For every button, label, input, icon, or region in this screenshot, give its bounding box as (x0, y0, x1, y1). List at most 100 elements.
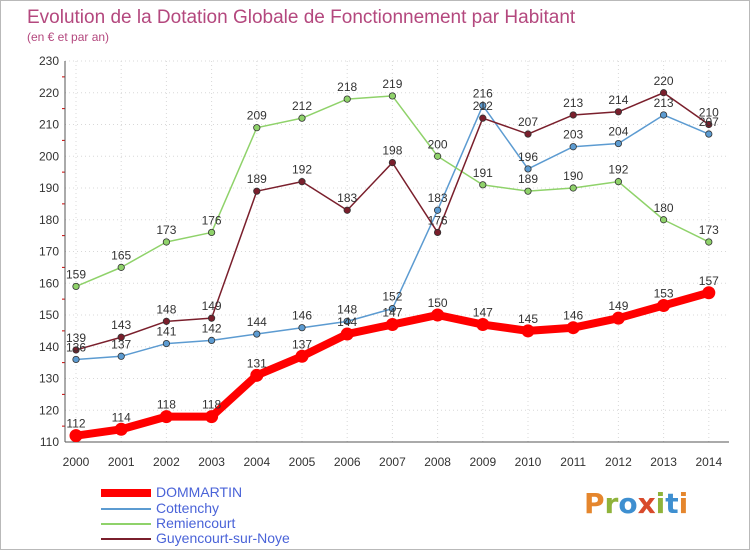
data-point-guyencourt-sur-noye (388, 159, 396, 167)
data-label-cottenchy: 207 (699, 115, 719, 129)
data-label-cottenchy: 196 (518, 150, 538, 164)
data-point-remiencourt (253, 124, 261, 132)
data-point-cottenchy (388, 305, 396, 313)
data-label-remiencourt: 176 (202, 213, 222, 227)
y-tick-label: 110 (40, 435, 59, 449)
data-point-remiencourt (524, 187, 532, 195)
x-tick-label: 2002 (153, 455, 180, 469)
data-label-dommartin: 114 (112, 410, 131, 424)
data-label-dommartin: 131 (247, 356, 267, 370)
y-tick-label: 220 (39, 86, 59, 100)
data-label-guyencourt-sur-noye: 213 (563, 96, 583, 110)
data-label-dommartin: 153 (654, 286, 674, 300)
data-label-guyencourt-sur-noye: 148 (156, 302, 176, 316)
data-label-guyencourt-sur-noye: 220 (654, 74, 674, 88)
y-tick-label: 180 (39, 213, 59, 227)
data-point-guyencourt-sur-noye (162, 317, 170, 325)
data-point-cottenchy (659, 111, 668, 119)
x-tick-label: 2005 (289, 455, 316, 469)
legend-label-remiencourt: Remiencourt (156, 515, 236, 531)
data-point-cottenchy (343, 317, 351, 325)
data-point-cottenchy (479, 101, 487, 110)
data-label-guyencourt-sur-noye: 189 (247, 172, 267, 186)
data-point-cottenchy (524, 165, 532, 173)
chart-subtitle: (en € et par an) (27, 30, 110, 44)
data-label-dommartin: 147 (473, 306, 493, 320)
legend-label-cottenchy: Cottenchy (156, 500, 220, 516)
data-point-remiencourt (117, 263, 125, 271)
data-label-guyencourt-sur-noye: 183 (337, 191, 357, 205)
data-point-dommartin (205, 410, 219, 424)
data-point-cottenchy (162, 339, 170, 348)
x-tick-label: 2010 (515, 455, 542, 469)
data-point-dommartin (250, 368, 264, 382)
y-tick-label: 130 (39, 372, 59, 386)
legend-item-guyencourt: Guyencourt-sur-Noye (101, 530, 421, 547)
data-label-dommartin: 157 (699, 274, 719, 288)
data-label-guyencourt-sur-noye: 210 (699, 106, 719, 120)
data-label-guyencourt-sur-noye: 192 (292, 163, 312, 177)
data-label-cottenchy: 136 (66, 340, 86, 354)
data-point-remiencourt (659, 216, 668, 224)
legend-swatch-guyencourt (101, 538, 151, 540)
legend-item-dommartin: DOMMARTIN (101, 484, 421, 501)
data-point-guyencourt-sur-noye (117, 333, 125, 341)
x-tick-label: 2006 (334, 455, 361, 469)
data-point-guyencourt-sur-noye (614, 108, 623, 116)
data-label-dommartin: 145 (518, 312, 538, 326)
data-label-remiencourt: 219 (382, 77, 402, 91)
y-tick-label: 200 (39, 149, 59, 163)
data-point-remiencourt (479, 181, 487, 189)
data-point-dommartin (521, 324, 535, 338)
data-label-cottenchy: 146 (292, 309, 312, 323)
legend-label-guyencourt: Guyencourt-sur-Noye (156, 530, 290, 546)
data-point-guyencourt-sur-noye (298, 178, 306, 186)
data-label-cottenchy: 213 (654, 96, 674, 110)
data-label-cottenchy: 203 (563, 128, 583, 142)
data-point-cottenchy (298, 324, 306, 332)
data-label-remiencourt: 218 (337, 80, 357, 94)
data-point-remiencourt (705, 238, 713, 246)
legend-item-remiencourt: Remiencourt (101, 515, 421, 532)
x-tick-label: 2009 (469, 455, 496, 469)
data-label-dommartin: 118 (202, 398, 221, 412)
data-label-cottenchy: 142 (202, 321, 222, 335)
data-point-remiencourt (72, 282, 80, 291)
data-point-cottenchy (117, 352, 125, 360)
data-point-dommartin (159, 410, 173, 424)
data-point-remiencourt (569, 184, 577, 192)
x-tick-label: 2007 (379, 455, 406, 469)
data-point-dommartin (340, 327, 354, 341)
data-label-remiencourt: 165 (111, 248, 131, 262)
data-label-remiencourt: 180 (654, 201, 674, 215)
data-point-guyencourt-sur-noye (569, 111, 577, 119)
data-point-guyencourt-sur-noye (433, 228, 442, 237)
data-point-cottenchy (253, 330, 261, 338)
data-label-guyencourt-sur-noye: 176 (428, 213, 448, 227)
data-label-dommartin: 137 (292, 337, 312, 351)
data-label-remiencourt: 191 (473, 166, 493, 180)
data-label-dommartin: 147 (382, 306, 402, 320)
data-point-remiencourt (208, 228, 216, 237)
data-point-dommartin (69, 429, 83, 443)
data-point-dommartin (114, 422, 128, 436)
data-point-guyencourt-sur-noye (253, 187, 261, 195)
x-tick-label: 2014 (695, 455, 722, 469)
data-label-cottenchy: 152 (382, 290, 402, 304)
data-point-dommartin (385, 318, 399, 332)
y-tick-label: 190 (39, 181, 59, 195)
data-point-cottenchy (569, 143, 577, 151)
y-tick-label: 230 (39, 54, 59, 68)
data-label-remiencourt: 212 (292, 99, 312, 113)
y-tick-label: 170 (39, 245, 59, 259)
data-label-remiencourt: 173 (156, 223, 176, 237)
data-point-remiencourt (388, 92, 396, 100)
legend-swatch-cottenchy (101, 508, 151, 510)
legend-swatch-dommartin (101, 489, 151, 497)
data-label-cottenchy: 141 (156, 325, 176, 339)
data-point-guyencourt-sur-noye (208, 314, 216, 322)
legend-swatch-remiencourt (101, 523, 151, 525)
data-label-remiencourt: 209 (247, 109, 267, 123)
